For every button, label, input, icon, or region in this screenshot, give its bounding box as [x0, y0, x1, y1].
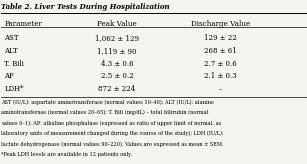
Text: T. Bili: T. Bili: [4, 60, 24, 68]
Text: *Peak LDH levels are available in 12 patients only.: *Peak LDH levels are available in 12 pat…: [2, 152, 132, 157]
Text: laboratory units of measurement changed during the course of the study); LDH (IU: laboratory units of measurement changed …: [2, 131, 224, 136]
Text: values 0–1); AP: alkaline phosphatase (expressed as ratio of upper limit of norm: values 0–1); AP: alkaline phosphatase (e…: [2, 120, 222, 126]
Text: aminotransferase (normal values 20–65); T. Bili (mg/dL) – total bilirubin (norma: aminotransferase (normal values 20–65); …: [2, 110, 209, 115]
Text: AST: AST: [4, 34, 19, 42]
Text: Table 2. Liver Tests During Hospitalization: Table 2. Liver Tests During Hospitalizat…: [2, 3, 170, 11]
Text: AP: AP: [4, 72, 14, 80]
Text: AST (IU/L): aspartate aminotransferase (normal values 10–40); ALT (IU/L): alanin: AST (IU/L): aspartate aminotransferase (…: [2, 99, 214, 105]
Text: 2.7 ± 0.6: 2.7 ± 0.6: [204, 60, 237, 68]
Text: 2.5 ± 0.2: 2.5 ± 0.2: [101, 72, 133, 80]
Text: 268 ± 61: 268 ± 61: [204, 47, 237, 55]
Text: –: –: [219, 85, 222, 93]
Text: Parameter: Parameter: [4, 20, 42, 28]
Text: 4.3 ± 0.6: 4.3 ± 0.6: [101, 60, 133, 68]
Text: lactate dehydrogenase (normal values 90–220). Values are expressed as mean ± SEM: lactate dehydrogenase (normal values 90–…: [2, 142, 224, 147]
Text: 1,119 ± 90: 1,119 ± 90: [97, 47, 137, 55]
Text: Peak Value: Peak Value: [97, 20, 137, 28]
Text: LDH*: LDH*: [4, 85, 24, 93]
Text: 872 ± 224: 872 ± 224: [98, 85, 136, 93]
Text: 129 ± 22: 129 ± 22: [204, 34, 237, 42]
Text: ALT: ALT: [4, 47, 18, 55]
Text: Discharge Value: Discharge Value: [191, 20, 250, 28]
Text: 2.1 ± 0.3: 2.1 ± 0.3: [204, 72, 237, 80]
Text: 1,062 ± 129: 1,062 ± 129: [95, 34, 139, 42]
